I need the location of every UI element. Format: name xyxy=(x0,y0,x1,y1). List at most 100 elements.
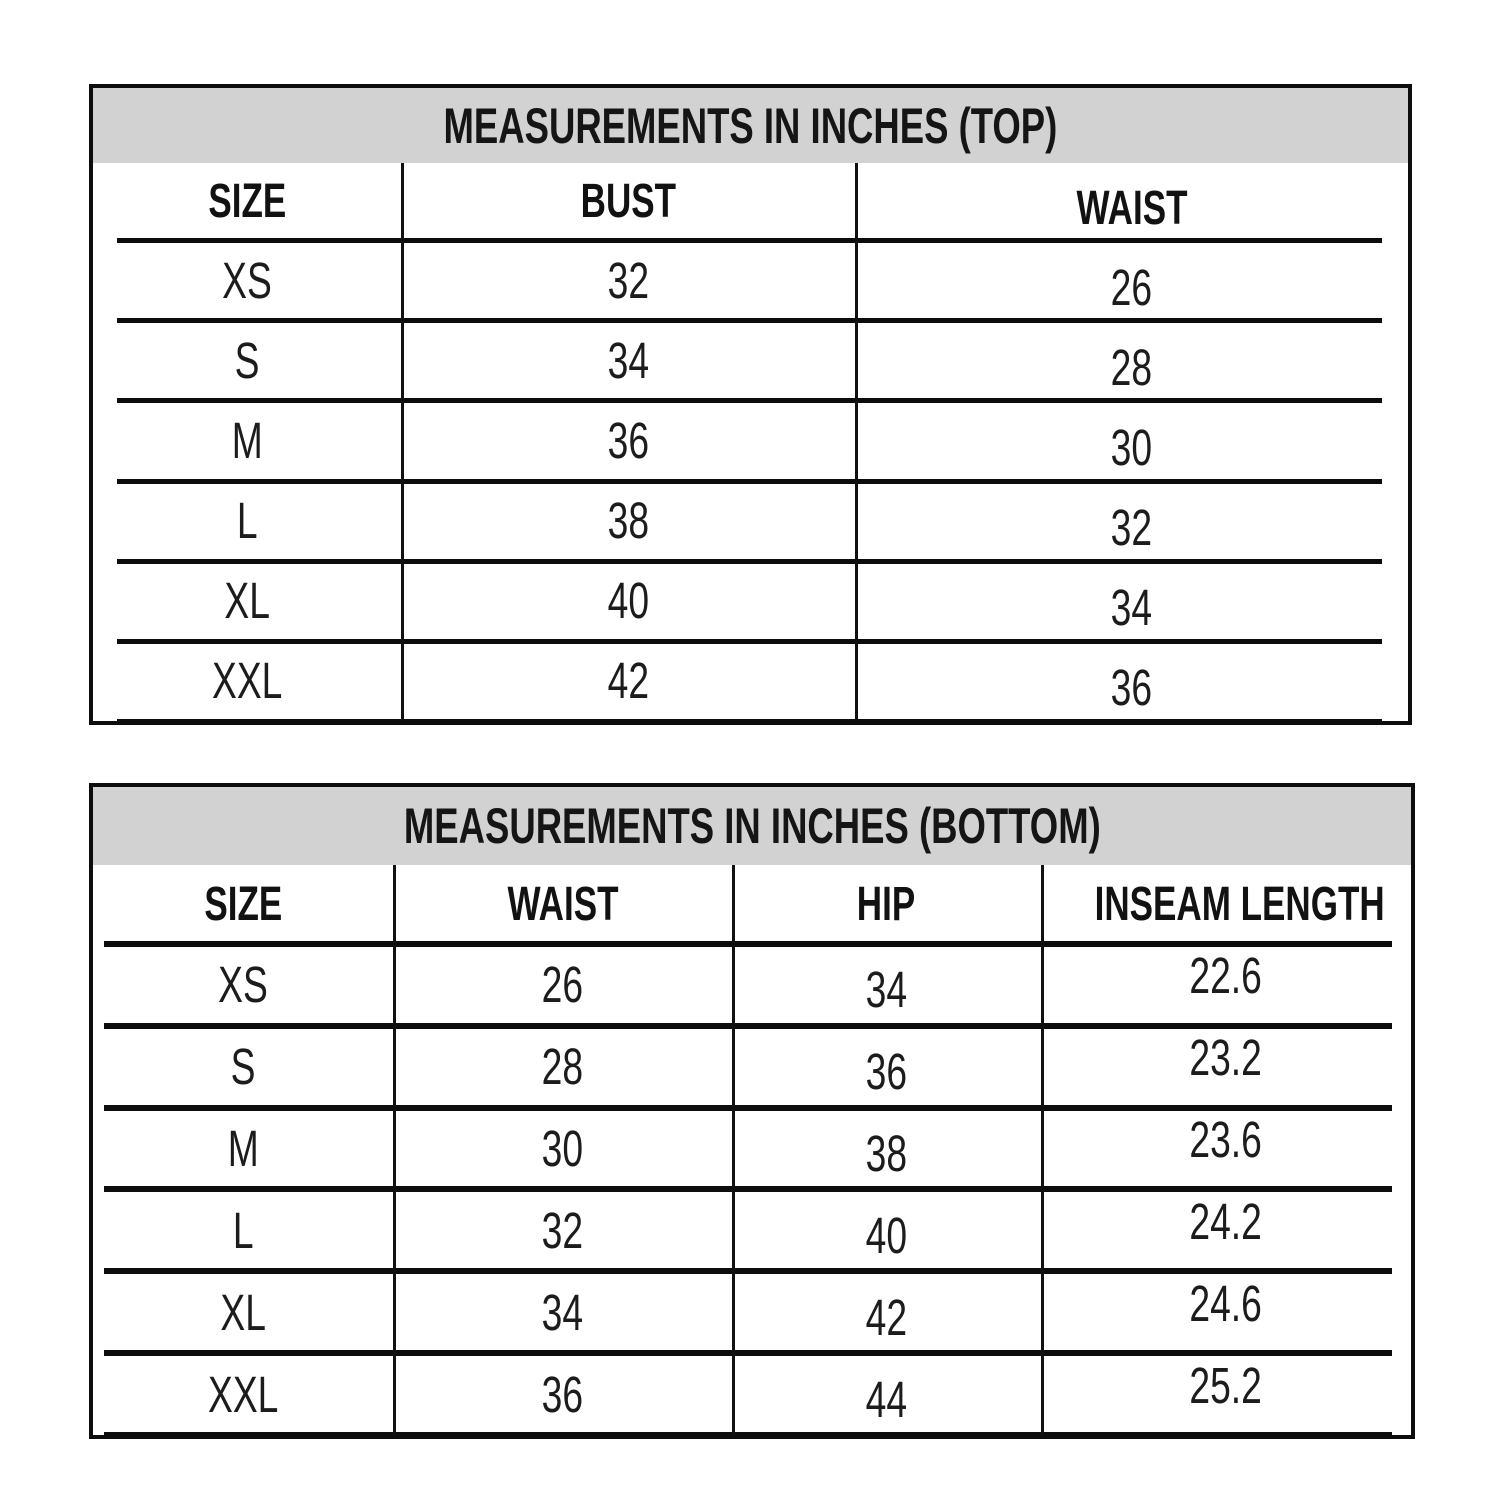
table-row: XXL 36 44 25.2 xyxy=(93,1353,1411,1438)
column-divider xyxy=(732,865,735,1435)
cell-value: XXL xyxy=(211,652,283,710)
cell-value: 36 xyxy=(1110,659,1153,717)
bottom-measurements-table: MEASUREMENTS IN INCHES (BOTTOM) SIZE WAI… xyxy=(89,783,1415,1439)
size-cell: L xyxy=(93,481,401,561)
cell-value: 24.2 xyxy=(1189,1192,1263,1250)
cell-value: 24.6 xyxy=(1189,1274,1263,1332)
cell-value: 36 xyxy=(865,1043,908,1101)
bust-cell: 36 xyxy=(401,400,855,480)
cell-value: XL xyxy=(224,572,270,630)
table-row: S 34 28 xyxy=(93,320,1408,404)
column-header-text: WAIST xyxy=(507,878,618,931)
bust-cell: 32 xyxy=(401,240,855,320)
waist-cell: 34 xyxy=(855,561,1408,641)
size-cell: XXL xyxy=(93,1353,393,1435)
cell-value: 32 xyxy=(541,1201,584,1259)
top-table-title: MEASUREMENTS IN INCHES (TOP) xyxy=(443,97,1058,154)
cell-value: 26 xyxy=(1110,258,1153,316)
cell-value: 40 xyxy=(865,1206,908,1264)
hip-cell: 38 xyxy=(732,1108,1041,1190)
table-row: S 28 36 23.2 xyxy=(93,1026,1411,1111)
column-header-size: SIZE xyxy=(93,163,401,240)
column-divider xyxy=(855,163,858,721)
bottom-table-title-band: MEASUREMENTS IN INCHES (BOTTOM) xyxy=(93,787,1411,865)
bottom-table-title: MEASUREMENTS IN INCHES (BOTTOM) xyxy=(403,798,1101,854)
bottom-table-header-row: SIZE WAIST HIP INSEAM LENGTH xyxy=(93,865,1411,947)
cell-value: 30 xyxy=(1110,418,1153,476)
table-row: L 32 40 24.2 xyxy=(93,1189,1411,1275)
column-divider xyxy=(393,865,396,1435)
waist-cell: 36 xyxy=(855,641,1408,721)
inseam-cell: 25.2 xyxy=(1041,1353,1411,1435)
waist-cell: 28 xyxy=(393,1026,732,1108)
column-header-text: SIZE xyxy=(204,878,282,931)
cell-value: 25.2 xyxy=(1189,1356,1263,1414)
hip-cell: 36 xyxy=(732,1026,1041,1108)
cell-value: XS xyxy=(222,251,272,309)
inseam-cell: 24.2 xyxy=(1041,1189,1411,1271)
column-header-text: SIZE xyxy=(208,175,286,228)
waist-cell: 36 xyxy=(393,1353,732,1435)
column-header-bust: BUST xyxy=(401,163,855,240)
cell-value: 34 xyxy=(541,1283,584,1341)
cell-value: 23.6 xyxy=(1189,1111,1263,1169)
cell-value: 34 xyxy=(865,961,908,1019)
size-cell: M xyxy=(93,400,401,480)
size-cell: XL xyxy=(93,1271,393,1353)
table-row: XL 40 34 xyxy=(93,561,1408,645)
size-cell: S xyxy=(93,320,401,400)
bust-cell: 40 xyxy=(401,561,855,641)
table-row: XXL 42 36 xyxy=(93,641,1408,725)
cell-value: 40 xyxy=(607,572,649,630)
column-header-waist: WAIST xyxy=(393,865,732,944)
cell-value: S xyxy=(234,331,260,389)
column-header-size: SIZE xyxy=(93,865,393,944)
hip-cell: 44 xyxy=(732,1353,1041,1435)
top-table-header-row: SIZE BUST WAIST xyxy=(93,163,1408,243)
bust-cell: 42 xyxy=(401,641,855,721)
cell-value: XL xyxy=(220,1283,266,1341)
hip-cell: 42 xyxy=(732,1271,1041,1353)
cell-value: 28 xyxy=(541,1038,584,1096)
column-header-hip: HIP xyxy=(732,865,1041,944)
cell-value: 38 xyxy=(865,1125,908,1183)
cell-value: L xyxy=(232,1201,254,1259)
table-row: XS 32 26 xyxy=(93,240,1408,324)
size-cell: XXL xyxy=(93,641,401,721)
waist-cell: 34 xyxy=(393,1271,732,1353)
column-header-text: INSEAM LENGTH xyxy=(1094,878,1385,931)
column-header-text: HIP xyxy=(857,878,916,931)
hip-cell: 40 xyxy=(732,1189,1041,1271)
cell-value: 34 xyxy=(1110,579,1153,637)
inseam-cell: 23.2 xyxy=(1041,1026,1411,1108)
cell-value: XXL xyxy=(207,1365,279,1423)
waist-cell: 32 xyxy=(855,481,1408,561)
cell-value: 30 xyxy=(541,1120,584,1178)
inseam-cell: 24.6 xyxy=(1041,1271,1411,1353)
table-row: M 30 38 23.6 xyxy=(93,1108,1411,1193)
column-divider xyxy=(401,163,404,721)
cell-value: 32 xyxy=(1110,499,1153,557)
bust-cell: 34 xyxy=(401,320,855,400)
size-cell: L xyxy=(93,1189,393,1271)
size-cell: S xyxy=(93,1026,393,1108)
waist-cell: 32 xyxy=(393,1189,732,1271)
column-header-text: BUST xyxy=(580,175,676,228)
column-header-waist: WAIST xyxy=(855,163,1408,240)
cell-value: 38 xyxy=(607,492,649,550)
size-cell: M xyxy=(93,1108,393,1190)
bust-cell: 38 xyxy=(401,481,855,561)
cell-value: XS xyxy=(218,956,268,1014)
cell-value: 32 xyxy=(607,251,649,309)
cell-value: M xyxy=(231,411,263,469)
hip-cell: 34 xyxy=(732,944,1041,1026)
inseam-cell: 22.6 xyxy=(1041,944,1411,1026)
top-table-title-band: MEASUREMENTS IN INCHES (TOP) xyxy=(93,88,1408,163)
cell-value: 26 xyxy=(541,956,584,1014)
size-cell: XL xyxy=(93,561,401,641)
cell-value: 34 xyxy=(607,331,649,389)
cell-value: 42 xyxy=(865,1288,908,1346)
top-measurements-table: MEASUREMENTS IN INCHES (TOP) SIZE BUST W… xyxy=(89,84,1412,725)
size-cell: XS xyxy=(93,944,393,1026)
